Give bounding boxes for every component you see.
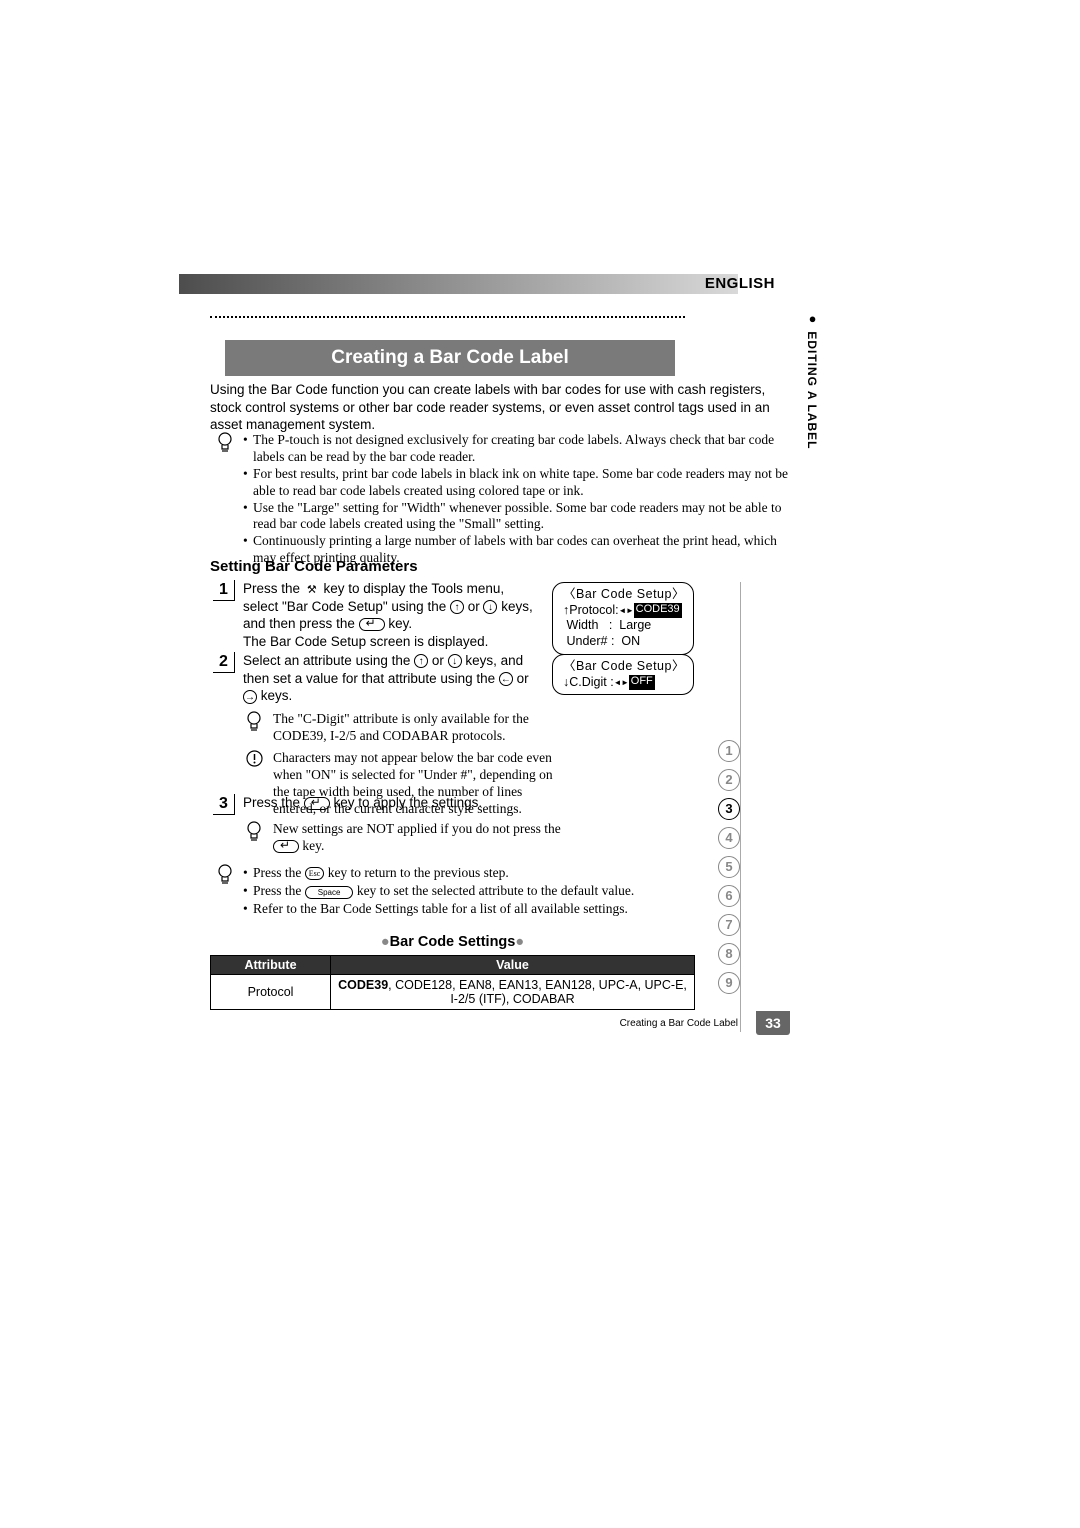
language-label: ENGLISH [705, 275, 775, 292]
side-nav-4[interactable]: 4 [718, 827, 740, 849]
tools-key-icon: ⚒ [304, 583, 320, 596]
side-rule [740, 582, 741, 1032]
header-gradient-bar [179, 274, 738, 294]
note-item: For best results, print bar code labels … [243, 466, 790, 500]
step-number: 1 [213, 580, 235, 601]
lightbulb-icon [215, 864, 235, 891]
note-item: The P-touch is not designed exclusively … [243, 432, 790, 466]
page-title: Creating a Bar Code Label [225, 340, 675, 376]
table-header: Value [331, 956, 695, 975]
side-nav-2[interactable]: 2 [718, 769, 740, 791]
lcd-screen-2: 〈Bar Code Setup〉 ↓C.Digit :◂▸OFF [552, 654, 694, 695]
side-nav-8[interactable]: 8 [718, 943, 740, 965]
step-1: 1 Press the ⚒ key to display the Tools m… [213, 580, 793, 650]
step-note: New settings are NOT applied if you do n… [273, 821, 563, 855]
note-item: Press the Esc key to return to the previ… [243, 864, 790, 882]
enter-key-icon [273, 840, 299, 853]
lightbulb-icon [215, 432, 235, 567]
enter-key-icon [359, 618, 385, 631]
note-item: Press the Space key to set the selected … [243, 882, 790, 900]
step-text: Press the ⚒ key to display the Tools men… [243, 580, 543, 650]
side-nav-7[interactable]: 7 [718, 914, 740, 936]
top-notes-block: The P-touch is not designed exclusively … [215, 432, 790, 567]
table-cell: CODE39, CODE128, EAN8, EAN13, EAN128, UP… [331, 975, 695, 1010]
bottom-notes-block: Press the Esc key to return to the previ… [215, 864, 790, 919]
dotted-rule [210, 316, 685, 318]
side-chapter-nav: 1 2 3 4 5 6 7 8 9 [718, 740, 740, 1001]
note-item: Use the "Large" setting for "Width" when… [243, 500, 790, 534]
down-key-icon: ↓ [483, 600, 497, 614]
table-row: Protocol CODE39, CODE128, EAN8, EAN13, E… [211, 975, 695, 1010]
down-key-icon: ↓ [448, 654, 462, 668]
step-text: Select an attribute using the ↑ or ↓ key… [243, 652, 543, 705]
note-item: Refer to the Bar Code Settings table for… [243, 900, 790, 918]
right-key-icon: → [243, 690, 257, 704]
side-tab-label: ● EDITING A LABEL [798, 311, 820, 449]
section-heading: Setting Bar Code Parameters [210, 558, 418, 575]
step-number: 3 [213, 794, 235, 815]
side-nav-6[interactable]: 6 [718, 885, 740, 907]
side-nav-3[interactable]: 3 [718, 798, 740, 820]
esc-key-icon: Esc [305, 867, 325, 880]
side-nav-5[interactable]: 5 [718, 856, 740, 878]
lightbulb-icon [243, 821, 265, 855]
step-text: Press the key to apply the settings. [243, 794, 793, 812]
lcd-screen-1: 〈Bar Code Setup〉 ↑Protocol:◂▸CODE39 Widt… [552, 582, 694, 655]
top-notes-list: The P-touch is not designed exclusively … [243, 432, 790, 567]
up-key-icon: ↑ [450, 600, 464, 614]
side-nav-9[interactable]: 9 [718, 972, 740, 994]
step-2: 2 Select an attribute using the ↑ or ↓ k… [213, 652, 793, 818]
barcode-settings-table: Attribute Value Protocol CODE39, CODE128… [210, 955, 695, 1010]
table-title: ●Bar Code Settings● [210, 934, 695, 950]
table-header: Attribute [211, 956, 331, 975]
footer-caption: Creating a Bar Code Label [620, 1018, 738, 1029]
lightbulb-icon [243, 711, 265, 745]
space-key-icon: Space [305, 886, 354, 899]
step-3: 3 Press the key to apply the settings. N… [213, 794, 793, 855]
step-number: 2 [213, 652, 235, 673]
step-note: The "C-Digit" attribute is only availabl… [273, 711, 553, 745]
bottom-notes-list: Press the Esc key to return to the previ… [243, 864, 790, 919]
left-key-icon: ← [499, 672, 513, 686]
page-number-badge: 33 [756, 1011, 790, 1035]
intro-paragraph: Using the Bar Code function you can crea… [210, 381, 790, 434]
enter-key-icon [304, 797, 330, 810]
table-cell: Protocol [211, 975, 331, 1010]
up-key-icon: ↑ [414, 654, 428, 668]
side-nav-1[interactable]: 1 [718, 740, 740, 762]
